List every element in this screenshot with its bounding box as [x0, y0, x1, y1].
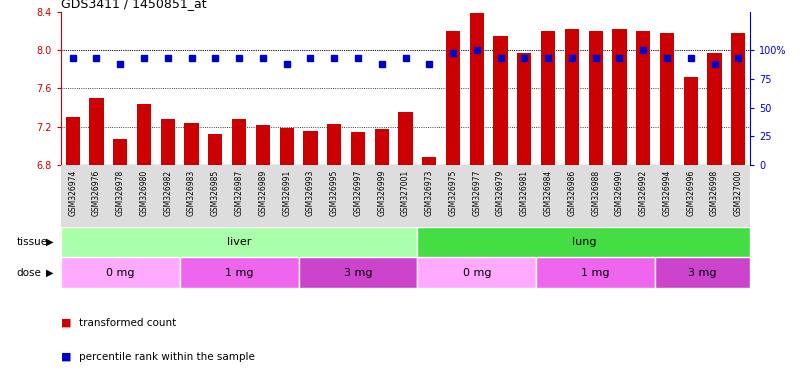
Text: 3 mg: 3 mg: [689, 268, 717, 278]
Bar: [280, 127, 294, 165]
Bar: [684, 77, 698, 165]
Text: 0 mg: 0 mg: [462, 268, 491, 278]
Bar: [493, 36, 508, 165]
Bar: [61, 227, 418, 257]
Bar: [208, 134, 222, 165]
Text: GSM326984: GSM326984: [543, 170, 552, 216]
Bar: [303, 131, 318, 165]
Bar: [707, 53, 722, 165]
Text: 3 mg: 3 mg: [344, 268, 372, 278]
Bar: [418, 227, 750, 257]
Bar: [298, 257, 418, 288]
Text: GSM326997: GSM326997: [354, 170, 363, 217]
Bar: [351, 131, 365, 165]
Text: GSM326988: GSM326988: [591, 170, 600, 216]
Text: GSM326985: GSM326985: [211, 170, 220, 216]
Bar: [137, 104, 151, 165]
Text: GSM326982: GSM326982: [163, 170, 172, 216]
Bar: [541, 31, 556, 165]
Text: GSM326989: GSM326989: [259, 170, 268, 216]
Text: 0 mg: 0 mg: [106, 268, 135, 278]
Text: liver: liver: [227, 237, 251, 247]
Text: 1 mg: 1 mg: [225, 268, 253, 278]
Bar: [180, 257, 298, 288]
Text: tissue: tissue: [16, 237, 47, 247]
Text: GSM326993: GSM326993: [306, 170, 315, 217]
Bar: [66, 117, 79, 165]
Bar: [61, 257, 180, 288]
Text: ▶: ▶: [46, 237, 54, 247]
Bar: [184, 123, 199, 165]
Text: dose: dose: [16, 268, 41, 278]
Text: ■: ■: [61, 352, 75, 362]
Text: GSM326975: GSM326975: [448, 170, 457, 217]
Bar: [612, 29, 627, 165]
Text: GSM326986: GSM326986: [568, 170, 577, 216]
Bar: [423, 157, 436, 165]
Bar: [660, 33, 674, 165]
Text: GSM326981: GSM326981: [520, 170, 529, 216]
Text: GSM326990: GSM326990: [615, 170, 624, 217]
Bar: [255, 125, 270, 165]
Bar: [732, 33, 745, 165]
Text: GSM326977: GSM326977: [472, 170, 481, 217]
Bar: [113, 139, 127, 165]
Text: GSM326996: GSM326996: [686, 170, 695, 217]
Bar: [161, 119, 175, 165]
Text: ▶: ▶: [46, 268, 54, 278]
Text: ■: ■: [61, 318, 75, 328]
Bar: [517, 53, 531, 165]
Text: GSM326976: GSM326976: [92, 170, 101, 217]
Text: GSM326994: GSM326994: [663, 170, 672, 217]
Text: lung: lung: [572, 237, 596, 247]
Text: GSM326995: GSM326995: [330, 170, 339, 217]
Bar: [89, 98, 104, 165]
Text: GSM326979: GSM326979: [496, 170, 505, 217]
Bar: [564, 29, 579, 165]
Bar: [398, 113, 413, 165]
Bar: [655, 257, 750, 288]
Text: GSM326999: GSM326999: [377, 170, 386, 217]
Bar: [446, 31, 460, 165]
Bar: [375, 129, 388, 165]
Text: GSM326987: GSM326987: [234, 170, 243, 216]
Text: GSM326998: GSM326998: [710, 170, 719, 216]
Bar: [327, 124, 341, 165]
Bar: [232, 119, 247, 165]
Text: GSM326974: GSM326974: [68, 170, 77, 217]
Text: 1 mg: 1 mg: [581, 268, 610, 278]
Text: percentile rank within the sample: percentile rank within the sample: [79, 352, 255, 362]
Text: GSM327001: GSM327001: [401, 170, 410, 216]
Text: GSM326978: GSM326978: [116, 170, 125, 216]
Text: GSM327000: GSM327000: [734, 170, 743, 217]
Text: transformed count: transformed count: [79, 318, 176, 328]
Text: GSM326991: GSM326991: [282, 170, 291, 216]
Bar: [418, 257, 536, 288]
Bar: [636, 31, 650, 165]
Text: GDS3411 / 1450851_at: GDS3411 / 1450851_at: [61, 0, 207, 10]
Text: GSM326973: GSM326973: [425, 170, 434, 217]
Text: GSM326983: GSM326983: [187, 170, 196, 216]
Text: GSM326992: GSM326992: [639, 170, 648, 216]
Bar: [536, 257, 655, 288]
Bar: [589, 31, 603, 165]
Text: GSM326980: GSM326980: [139, 170, 148, 216]
Bar: [470, 13, 484, 165]
